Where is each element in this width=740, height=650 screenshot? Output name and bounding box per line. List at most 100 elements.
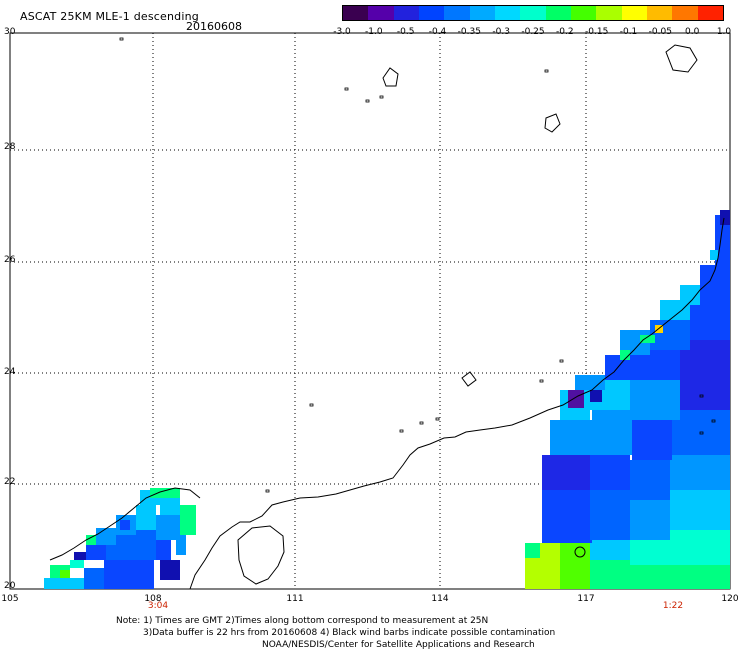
scatterometer-cell-west bbox=[44, 578, 84, 589]
scatterometer-cell-west bbox=[134, 560, 154, 589]
colorbar-swatch bbox=[570, 6, 597, 20]
note-line-2: 3)Data buffer is 22 hrs from 20160608 4)… bbox=[143, 628, 556, 638]
island-outline bbox=[544, 113, 561, 133]
scatterometer-cell-west bbox=[176, 535, 186, 555]
scatterometer-cell-east bbox=[590, 540, 630, 560]
scatterometer-cell-east bbox=[670, 490, 730, 530]
scatterometer-cell-west bbox=[60, 570, 70, 578]
scatterometer-cell-west bbox=[160, 495, 180, 515]
scatterometer-cell-east bbox=[670, 455, 730, 490]
colorbar-swatch bbox=[469, 6, 495, 20]
islet-mark bbox=[539, 379, 544, 383]
colorbar-tick-label: -1.0 bbox=[365, 27, 383, 37]
colorbar-tick-label: -0.35 bbox=[457, 27, 481, 37]
note-line-1: Note: 1) Times are GMT 2)Times along bot… bbox=[116, 616, 489, 626]
lon-label-114: 114 bbox=[431, 594, 449, 604]
scatterometer-cell-east bbox=[680, 380, 730, 410]
islet-mark bbox=[265, 489, 270, 493]
scatterometer-cell-east bbox=[630, 565, 670, 589]
scatterometer-cell-east bbox=[690, 300, 730, 340]
scatterometer-cell-east bbox=[575, 375, 605, 390]
colorbar-tick-label: 0.0 bbox=[684, 27, 700, 37]
islet-mark bbox=[365, 99, 370, 103]
scatterometer-cell-west bbox=[74, 552, 86, 560]
colorbar-tick-label: -0.3 bbox=[492, 27, 510, 37]
colorbar-tick-label: -0.25 bbox=[521, 27, 545, 37]
scatterometer-cell-east bbox=[592, 410, 632, 455]
islet-mark bbox=[309, 403, 314, 407]
colorbar-swatch bbox=[621, 6, 647, 20]
scatterometer-cell-west bbox=[84, 568, 104, 589]
scatterometer-cell-west bbox=[86, 545, 106, 560]
colorbar-tick-label: 1.0 bbox=[716, 27, 732, 37]
islet-mark bbox=[379, 95, 384, 99]
scatterometer-cell-west bbox=[180, 505, 196, 535]
island-outline bbox=[665, 44, 698, 73]
scatterometer-cell-east bbox=[525, 543, 540, 558]
scatterometer-cell-east bbox=[640, 335, 655, 343]
scatterometer-cell-east bbox=[590, 560, 630, 589]
colorbar-swatch bbox=[520, 6, 546, 20]
coastline-west bbox=[49, 487, 201, 561]
colorbar-tick-label: -0.05 bbox=[648, 27, 672, 37]
lon-label-111: 111 bbox=[286, 594, 304, 604]
colorbar-swatch bbox=[494, 6, 521, 20]
scatterometer-cell-east bbox=[650, 320, 690, 350]
colorbar-swatch bbox=[672, 6, 698, 20]
scatterometer-cell-west bbox=[86, 535, 96, 545]
scatterometer-cell-east bbox=[680, 285, 700, 305]
lon-label-120: 120 bbox=[721, 594, 739, 604]
colorbar-tick-label: -0.1 bbox=[619, 27, 638, 37]
islet-mark bbox=[344, 87, 349, 91]
island-outline bbox=[574, 546, 586, 558]
scatterometer-cell-east bbox=[720, 210, 730, 225]
scatterometer-cell-east bbox=[630, 540, 670, 565]
scatterometer-cell-east bbox=[620, 350, 630, 360]
scatterometer-cell-east bbox=[630, 500, 670, 540]
scatterometer-cell-east bbox=[670, 530, 730, 565]
scatterometer-cell-east bbox=[590, 455, 630, 490]
islet-mark bbox=[699, 431, 704, 435]
scatterometer-cell-east bbox=[542, 490, 592, 543]
scatterometer-cell-west bbox=[160, 560, 180, 580]
colorbar-swatch bbox=[343, 6, 369, 20]
scatterometer-cell-west bbox=[96, 528, 116, 545]
lon-label-108: 108 bbox=[144, 594, 162, 604]
islet-mark bbox=[435, 417, 440, 421]
island-outline bbox=[382, 67, 399, 87]
lat-label-22: 22 bbox=[4, 477, 16, 487]
lon-label-117: 117 bbox=[577, 594, 595, 604]
scatterometer-cell-east bbox=[632, 420, 672, 460]
islet-mark bbox=[559, 359, 564, 363]
pass-time-east: 1:22 bbox=[662, 601, 684, 611]
scatterometer-cell-east bbox=[568, 390, 584, 408]
coastline-hainan-island bbox=[237, 525, 285, 585]
colorbar-swatch bbox=[697, 6, 723, 20]
scatterometer-cell-west bbox=[156, 540, 171, 560]
colorbar-swatch bbox=[393, 6, 419, 20]
colorbar-swatch bbox=[444, 6, 470, 20]
colorbar-swatch bbox=[545, 6, 571, 20]
scatterometer-cell-west bbox=[136, 505, 156, 530]
scatterometer-cell-east bbox=[670, 565, 730, 589]
map-date: 20160608 bbox=[186, 20, 242, 33]
lon-label-105: 105 bbox=[1, 594, 19, 604]
islet-mark bbox=[399, 429, 404, 433]
colorbar-tick-label: -0.5 bbox=[396, 27, 415, 37]
scatterometer-cell-west bbox=[136, 530, 156, 560]
scatterometer-cell-west bbox=[104, 560, 134, 589]
scatterometer-cell-east bbox=[710, 250, 718, 260]
scatterometer-cell-east bbox=[672, 410, 730, 455]
colorbar-swatch bbox=[368, 6, 394, 20]
note-line-3: NOAA/NESDIS/Center for Satellite Applica… bbox=[262, 640, 535, 650]
scatterometer-cell-east bbox=[630, 380, 680, 420]
lat-label-24: 24 bbox=[4, 367, 16, 377]
colorbar-tick-label: -3.0 bbox=[333, 27, 351, 37]
scatterometer-cell-west bbox=[150, 488, 180, 498]
scatterometer-cell-east bbox=[550, 420, 592, 455]
islet-mark bbox=[699, 394, 704, 398]
colorbar bbox=[342, 5, 724, 21]
lat-label-26: 26 bbox=[4, 255, 16, 265]
lat-label-30: 30 bbox=[4, 27, 16, 37]
islet-mark bbox=[544, 69, 549, 73]
